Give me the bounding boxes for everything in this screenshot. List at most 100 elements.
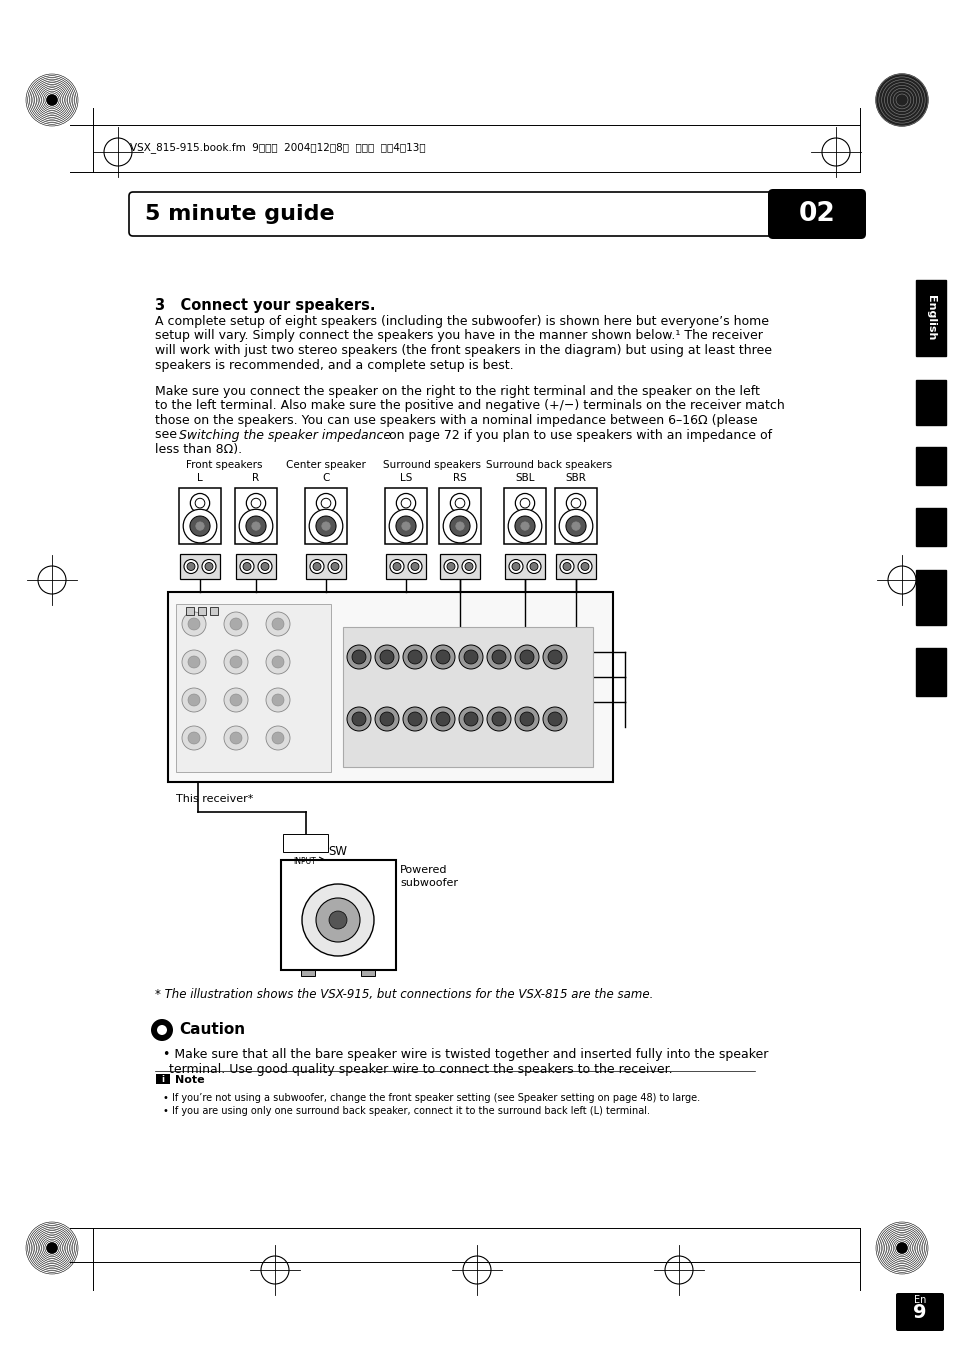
Circle shape — [251, 499, 260, 508]
Circle shape — [461, 559, 476, 574]
Text: Caution: Caution — [179, 1023, 245, 1038]
Circle shape — [512, 562, 519, 570]
Circle shape — [230, 732, 242, 744]
Circle shape — [566, 493, 585, 513]
Text: • If you are using only one surround back speaker, connect it to the surround ba: • If you are using only one surround bac… — [163, 1106, 649, 1116]
Circle shape — [310, 559, 324, 574]
Circle shape — [402, 707, 427, 731]
Circle shape — [182, 650, 206, 674]
Text: i: i — [161, 1074, 164, 1084]
Circle shape — [450, 493, 469, 513]
Circle shape — [272, 694, 284, 707]
Circle shape — [443, 509, 476, 543]
Circle shape — [205, 562, 213, 570]
Circle shape — [402, 644, 427, 669]
Circle shape — [266, 725, 290, 750]
Circle shape — [347, 707, 371, 731]
Text: 02: 02 — [798, 201, 835, 227]
Circle shape — [565, 516, 585, 536]
Circle shape — [315, 898, 359, 942]
Bar — [305, 488, 347, 544]
Bar — [343, 627, 593, 767]
Circle shape — [272, 657, 284, 667]
Bar — [186, 607, 193, 615]
Circle shape — [559, 559, 574, 574]
Circle shape — [526, 559, 540, 574]
Text: SBR: SBR — [565, 473, 586, 484]
Circle shape — [571, 521, 579, 531]
Text: setup will vary. Simply connect the speakers you have in the manner shown below.: setup will vary. Simply connect the spea… — [154, 330, 762, 343]
Text: * The illustration shows the VSX-915, but connections for the VSX-815 are the sa: * The illustration shows the VSX-915, bu… — [154, 988, 653, 1001]
Circle shape — [182, 725, 206, 750]
Circle shape — [395, 516, 416, 536]
Circle shape — [224, 725, 248, 750]
Circle shape — [389, 509, 422, 543]
Circle shape — [395, 493, 416, 513]
Circle shape — [188, 694, 200, 707]
Text: on page 72 if you plan to use speakers with an impedance of: on page 72 if you plan to use speakers w… — [385, 428, 771, 442]
Bar — [168, 592, 613, 782]
Bar — [360, 970, 375, 975]
Bar — [386, 554, 426, 580]
Circle shape — [519, 499, 529, 508]
Text: terminal. Use good quality speaker wire to connect the speakers to the receiver.: terminal. Use good quality speaker wire … — [169, 1063, 672, 1075]
Circle shape — [520, 521, 529, 531]
Circle shape — [272, 732, 284, 744]
Text: RS: RS — [453, 473, 466, 484]
Text: En: En — [913, 1296, 925, 1305]
Circle shape — [331, 562, 338, 570]
Text: This receiver*: This receiver* — [175, 794, 253, 804]
Circle shape — [329, 911, 347, 929]
Bar — [915, 280, 945, 357]
Circle shape — [508, 509, 541, 543]
Bar — [156, 1074, 170, 1084]
Circle shape — [302, 884, 374, 957]
Circle shape — [519, 712, 534, 725]
Circle shape — [187, 562, 194, 570]
Text: R: R — [253, 473, 259, 484]
Circle shape — [547, 650, 561, 663]
Text: A complete setup of eight speakers (including the subwoofer) is shown here but e: A complete setup of eight speakers (incl… — [154, 315, 768, 328]
Circle shape — [408, 559, 421, 574]
Text: Note: Note — [174, 1075, 204, 1085]
Circle shape — [313, 562, 320, 570]
Circle shape — [547, 712, 561, 725]
Bar — [306, 554, 346, 580]
Circle shape — [257, 559, 272, 574]
Text: Surround back speakers: Surround back speakers — [485, 459, 612, 470]
Bar — [179, 488, 221, 544]
Circle shape — [515, 644, 538, 669]
Text: VSX_815-915.book.fm  9ページ  2004年12月8日  水曜日  午後4時13分: VSX_815-915.book.fm 9ページ 2004年12月8日 水曜日 … — [130, 143, 425, 154]
Bar — [503, 488, 545, 544]
FancyBboxPatch shape — [895, 1293, 943, 1331]
Circle shape — [519, 650, 534, 663]
Circle shape — [542, 707, 566, 731]
Bar — [180, 554, 220, 580]
Circle shape — [411, 562, 418, 570]
Circle shape — [431, 644, 455, 669]
Bar — [915, 648, 945, 696]
Text: Surround speakers: Surround speakers — [382, 459, 480, 470]
Circle shape — [47, 95, 57, 105]
Text: L: L — [197, 473, 203, 484]
Text: • Make sure that all the bare speaker wire is twisted together and inserted full: • Make sure that all the bare speaker wi… — [163, 1048, 767, 1061]
Circle shape — [151, 1019, 172, 1042]
Text: speakers is recommended, and a complete setup is best.: speakers is recommended, and a complete … — [154, 358, 513, 372]
Bar — [915, 508, 945, 546]
Circle shape — [492, 712, 505, 725]
Circle shape — [515, 493, 534, 513]
Circle shape — [486, 707, 511, 731]
Text: English: English — [925, 296, 935, 340]
Circle shape — [266, 612, 290, 636]
Text: will work with just two stereo speakers (the front speakers in the diagram) but : will work with just two stereo speakers … — [154, 345, 771, 357]
Circle shape — [571, 499, 580, 508]
Circle shape — [436, 650, 450, 663]
FancyBboxPatch shape — [129, 192, 776, 236]
Circle shape — [875, 74, 927, 126]
Circle shape — [202, 559, 215, 574]
Text: Center speaker: Center speaker — [286, 459, 366, 470]
Circle shape — [240, 559, 253, 574]
Circle shape — [266, 650, 290, 674]
Text: less than 8Ω).: less than 8Ω). — [154, 443, 242, 457]
Circle shape — [195, 499, 205, 508]
